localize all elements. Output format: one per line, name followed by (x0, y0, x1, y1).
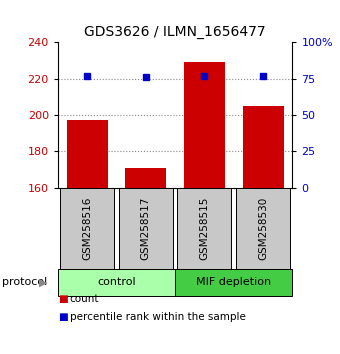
Text: percentile rank within the sample: percentile rank within the sample (70, 312, 245, 322)
Bar (175, 269, 292, 296)
Bar (242, 106, 284, 188)
Text: ▶: ▶ (39, 277, 48, 287)
Text: protocol: protocol (2, 277, 47, 287)
Text: GSM258530: GSM258530 (258, 197, 268, 260)
Text: GSM258515: GSM258515 (200, 196, 209, 260)
Bar (177, 188, 232, 269)
Text: ■: ■ (58, 312, 68, 322)
Text: GSM258516: GSM258516 (82, 196, 92, 260)
Bar (236, 188, 290, 269)
Bar (67, 120, 108, 188)
Bar (58, 269, 175, 296)
Text: MIF depletion: MIF depletion (196, 277, 271, 287)
Text: count: count (70, 294, 99, 304)
Text: control: control (97, 277, 136, 287)
Text: GSM258517: GSM258517 (141, 196, 151, 260)
Bar (184, 62, 225, 188)
Text: ■: ■ (58, 294, 68, 304)
Bar (125, 168, 166, 188)
Title: GDS3626 / ILMN_1656477: GDS3626 / ILMN_1656477 (84, 25, 266, 39)
Bar (119, 188, 173, 269)
Bar (60, 188, 114, 269)
